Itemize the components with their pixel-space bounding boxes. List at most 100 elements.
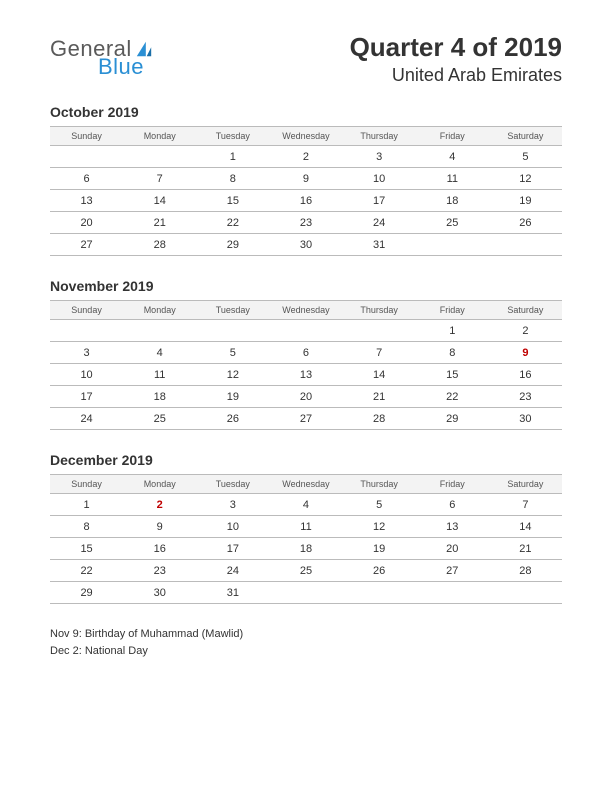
calendar-table: SundayMondayTuesdayWednesdayThursdayFrid… [50,126,562,256]
calendar-row: 24252627282930 [50,408,562,430]
calendar-table: SundayMondayTuesdayWednesdayThursdayFrid… [50,300,562,430]
calendar-day: 10 [196,516,269,538]
months-container: October 2019SundayMondayTuesdayWednesday… [50,104,562,604]
calendar-day: 5 [196,342,269,364]
weekday-header: Thursday [343,475,416,494]
calendar-day: 29 [416,408,489,430]
weekday-header: Thursday [343,301,416,320]
calendar-day: 14 [489,516,562,538]
weekday-header: Monday [123,127,196,146]
calendar-day: 3 [343,146,416,168]
calendar-day [50,146,123,168]
calendar-day: 22 [50,560,123,582]
weekday-header: Monday [123,301,196,320]
logo: General Blue [50,32,153,78]
calendar-row: 6789101112 [50,168,562,190]
weekday-header: Wednesday [269,475,342,494]
weekday-header: Wednesday [269,301,342,320]
calendar-day: 4 [416,146,489,168]
calendar-day: 16 [489,364,562,386]
calendar-row: 20212223242526 [50,212,562,234]
calendar-day: 21 [343,386,416,408]
calendar-day: 16 [123,538,196,560]
weekday-header: Thursday [343,127,416,146]
weekday-header: Tuesday [196,475,269,494]
calendar-row: 13141516171819 [50,190,562,212]
calendar-day: 31 [343,234,416,256]
page-subtitle: United Arab Emirates [350,65,562,86]
calendar-day: 12 [489,168,562,190]
calendar-day: 30 [489,408,562,430]
calendar-row: 22232425262728 [50,560,562,582]
calendar-day: 29 [50,582,123,604]
calendar-day [343,582,416,604]
calendar-day: 23 [123,560,196,582]
weekday-header: Friday [416,301,489,320]
calendar-day: 20 [269,386,342,408]
calendar-day: 29 [196,234,269,256]
calendar-day: 3 [196,494,269,516]
holiday-item: Nov 9: Birthday of Muhammad (Mawlid) [50,626,562,643]
calendar-day: 13 [50,190,123,212]
calendar-day: 15 [196,190,269,212]
weekday-header: Wednesday [269,127,342,146]
weekday-header: Monday [123,475,196,494]
calendar-day: 8 [416,342,489,364]
calendar-day: 28 [123,234,196,256]
calendar-day: 8 [196,168,269,190]
month-title: November 2019 [50,278,562,294]
calendar-row: 17181920212223 [50,386,562,408]
calendar-day [196,320,269,342]
weekday-header: Friday [416,127,489,146]
calendar-day: 13 [416,516,489,538]
calendar-day: 30 [269,234,342,256]
calendar-day: 18 [123,386,196,408]
calendar-day: 23 [269,212,342,234]
calendar-day: 20 [416,538,489,560]
calendar-day: 28 [489,560,562,582]
calendar-day: 2 [123,494,196,516]
calendar-day: 24 [343,212,416,234]
calendar-day [416,582,489,604]
month-title: October 2019 [50,104,562,120]
weekday-header: Sunday [50,127,123,146]
calendar-day: 23 [489,386,562,408]
calendar-day: 25 [123,408,196,430]
calendar-day: 7 [343,342,416,364]
calendar-day: 13 [269,364,342,386]
holiday-item: Dec 2: National Day [50,643,562,660]
calendar-day: 30 [123,582,196,604]
calendar-row: 12 [50,320,562,342]
weekday-header: Friday [416,475,489,494]
calendar-day: 4 [269,494,342,516]
calendar-row: 891011121314 [50,516,562,538]
calendar-day: 8 [50,516,123,538]
calendar-day: 5 [489,146,562,168]
weekday-header: Tuesday [196,301,269,320]
calendar-day: 14 [343,364,416,386]
calendar-day [416,234,489,256]
calendar-day: 10 [343,168,416,190]
calendar-row: 2728293031 [50,234,562,256]
month-title: December 2019 [50,452,562,468]
calendar-day: 27 [269,408,342,430]
page-title: Quarter 4 of 2019 [350,32,562,63]
calendar-day: 19 [196,386,269,408]
calendar-day: 22 [196,212,269,234]
calendar-day: 2 [269,146,342,168]
calendar-day: 1 [196,146,269,168]
weekday-header: Sunday [50,475,123,494]
calendar-day: 31 [196,582,269,604]
calendar-day: 6 [50,168,123,190]
calendar-day: 9 [123,516,196,538]
calendar-row: 12345 [50,146,562,168]
calendar-day: 17 [196,538,269,560]
calendar-day [343,320,416,342]
header: General Blue Quarter 4 of 2019 United Ar… [50,32,562,86]
calendar-day: 16 [269,190,342,212]
calendar-day: 10 [50,364,123,386]
calendar-day: 15 [50,538,123,560]
calendar-row: 3456789 [50,342,562,364]
calendar-day: 11 [416,168,489,190]
calendar-day: 26 [343,560,416,582]
